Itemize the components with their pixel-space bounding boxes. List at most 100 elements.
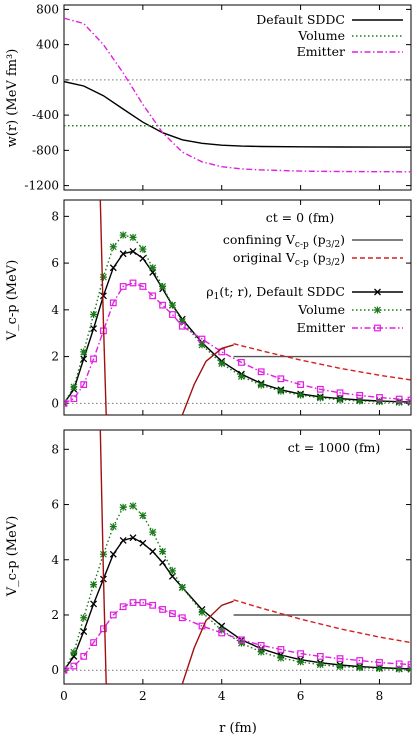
y-tick-label: 4: [51, 303, 59, 317]
x-tick-label: 4: [218, 689, 226, 703]
x-tick-label: 2: [139, 689, 147, 703]
point-1-t-r-default-sddc: [119, 250, 127, 258]
point-emitter: [139, 599, 147, 606]
y-tick-label: 4: [51, 553, 59, 567]
point-emitter: [64, 666, 68, 674]
point-emitter: [178, 322, 186, 330]
point-volume: [316, 661, 324, 669]
y-tick-label: -1200: [24, 179, 59, 193]
y-tick-label: 8: [51, 442, 59, 456]
y-tick-label: 2: [51, 350, 59, 364]
legend-label: Default SDDC: [256, 12, 345, 27]
y-tick-label: 0: [51, 396, 59, 410]
bottom-panel-frame: [63, 429, 412, 685]
point-volume: [257, 648, 265, 656]
point-emitter: [80, 652, 88, 660]
point-volume: [336, 396, 344, 404]
point-volume: [168, 567, 176, 575]
point-emitter: [376, 659, 383, 666]
y-tick-label: 800: [36, 2, 59, 16]
point-emitter: [356, 657, 364, 664]
point-emitter: [100, 625, 107, 633]
series-line-original-v-c-p-p-3-2: [233, 343, 411, 381]
point-emitter: [277, 375, 285, 383]
point-volume: [80, 614, 88, 622]
point-emitter: [119, 603, 127, 611]
y-tick-label: 6: [51, 256, 59, 270]
point-volume: [237, 372, 245, 380]
series-line-volume: [64, 505, 411, 671]
y-tick-label: 2: [51, 608, 59, 622]
point-default-sddc: [119, 536, 127, 544]
point-emitter: [218, 629, 226, 637]
point-emitter: [238, 359, 245, 366]
y-tick-label: 8: [51, 209, 59, 223]
x-tick-label: 8: [376, 689, 384, 703]
point-volume: [119, 231, 127, 239]
y-tick-label: -400: [32, 108, 59, 122]
point-volume: [80, 348, 88, 356]
point-volume: [90, 581, 98, 589]
point-emitter: [336, 389, 344, 397]
legend-label: Volume: [297, 28, 345, 43]
point-emitter: [395, 395, 403, 403]
middle-time-annotation: ct = 0 (fm): [266, 210, 335, 225]
point-volume: [178, 583, 186, 591]
point-volume: [90, 311, 98, 319]
point-volume: [198, 341, 206, 349]
point-emitter: [356, 391, 364, 399]
point-emitter: [178, 614, 186, 622]
svg-text:w(r) (MeV fm³): w(r) (MeV fm³): [5, 49, 20, 148]
point-emitter: [109, 299, 117, 307]
series-line-potential-curve: [99, 430, 110, 684]
middle-panel-frame: [63, 199, 412, 416]
point-emitter: [277, 646, 285, 653]
point-emitter: [159, 301, 166, 309]
bottom-ylabel: V_c-p (MeV): [5, 516, 20, 598]
legend-label: Emitter: [297, 320, 345, 335]
bottom-time-annotation: ct = 1000 (fm): [288, 440, 380, 455]
point-emitter: [316, 652, 324, 660]
point-volume: [178, 318, 186, 326]
panel-middle-series: [64, 200, 411, 415]
point-volume: [168, 301, 176, 309]
legend-label: original Vc-p (p3/2): [233, 250, 345, 268]
legend-label: Emitter: [297, 44, 345, 59]
panel-top-series: [64, 17, 411, 173]
point-volume: [375, 665, 383, 673]
point-volume: [198, 608, 206, 616]
y-tick-label: 0: [51, 73, 59, 87]
point-1-t-r-default-sddc: [139, 254, 147, 262]
point-default-sddc: [90, 600, 98, 608]
point-volume: [356, 664, 364, 672]
point-volume: [70, 648, 78, 656]
legend-label: ρ1(t; r), Default SDDC: [206, 284, 345, 302]
legend-line-marker: [374, 288, 381, 296]
series-line-default-sddc: [64, 536, 411, 671]
y-tick-label: -800: [32, 143, 59, 157]
point-emitter: [149, 292, 157, 300]
point-emitter: [64, 399, 68, 407]
point-emitter: [169, 311, 176, 318]
series-line-1-t-r-default-sddc: [64, 250, 411, 404]
top-panel-frame: [63, 4, 412, 191]
point-volume: [257, 381, 265, 389]
point-volume: [159, 282, 167, 290]
point-volume: [149, 264, 157, 272]
point-emitter: [336, 655, 344, 662]
y-tick-label: 400: [36, 38, 59, 52]
point-default-sddc: [149, 548, 157, 555]
point-emitter: [80, 381, 88, 389]
point-default-sddc: [109, 550, 117, 558]
svg-text:V_c-p (MeV): V_c-p (MeV): [5, 260, 20, 342]
series-line-potential-curve: [181, 600, 234, 684]
y-tick-label: 0: [51, 663, 59, 677]
series-line-potential-curve: [99, 200, 110, 415]
point-volume: [149, 528, 157, 536]
point-default-sddc: [159, 559, 167, 566]
middle-ylabel: V_c-p (MeV): [5, 260, 20, 342]
point-volume: [316, 394, 324, 402]
point-volume: [395, 665, 403, 673]
point-emitter: [297, 650, 304, 658]
point-1-t-r-default-sddc: [109, 264, 117, 272]
